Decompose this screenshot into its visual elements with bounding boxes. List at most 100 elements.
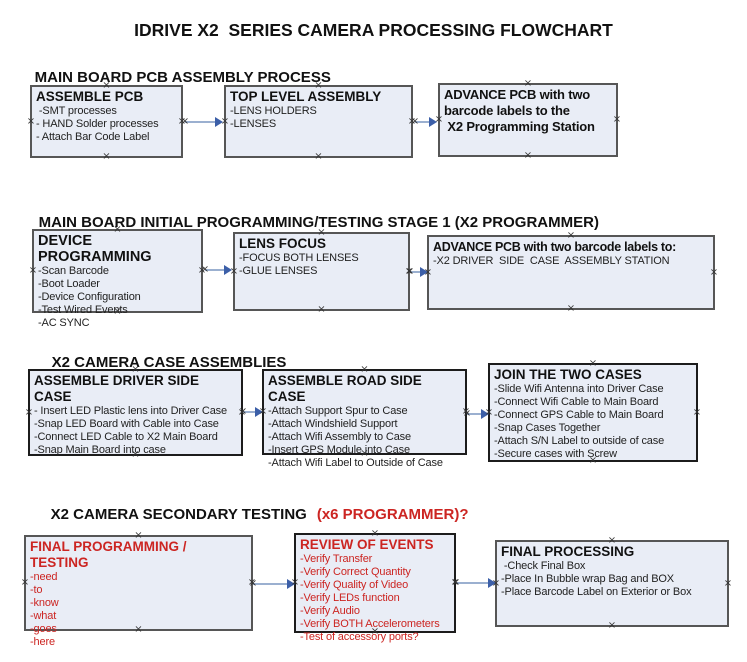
connection-point-icon: × [220, 115, 230, 127]
connection-point-icon: × [451, 577, 461, 588]
connection-point-icon: × [588, 358, 598, 369]
connection-point-icon: × [200, 264, 210, 275]
flow-box-device-programming[interactable]: DEVICE PROGRAMMING -Scan Barcode -Boot Lo… [29, 225, 207, 330]
section-heading-text: X2 CAMERA CASE ASSEMBLIES [51, 354, 287, 371]
box-line: -Attach Support Spur to Case [268, 405, 408, 417]
box-title: ASSEMBLE PCB [36, 89, 144, 104]
connection-point-icon: × [247, 577, 257, 588]
connection-point-icon: × [134, 530, 143, 541]
section-heading-red-text: (x6 PROGRAMMER)? [316, 506, 469, 523]
box-title: ASSEMBLE ROAD SIDE CASE [268, 373, 426, 404]
section-heading-case-assemblies: X2 CAMERA CASE ASSEMBLIES [35, 337, 287, 388]
box-title: JOIN THE TWO CASES [494, 367, 642, 382]
connection-point-icon: × [607, 620, 617, 631]
connection-point-icon: × [410, 116, 420, 127]
flow-box-lens-focus[interactable]: LENS FOCUS -FOCUS BOTH LENSES -GLUE LENSE… [229, 228, 413, 315]
connection-point-icon: × [229, 265, 239, 277]
section-heading-initial-programming: MAIN BOARD INITIAL PROGRAMMING/TESTING S… [22, 197, 599, 248]
connection-point-icon: × [24, 406, 34, 418]
flow-box-advance-pcb-driver-side-station[interactable]: ADVANCE PCB with two barcode labels to: … [424, 231, 718, 314]
box-line: -Scan Barcode [38, 265, 109, 277]
connection-point-icon: × [523, 150, 533, 161]
box-line: -know [30, 597, 59, 609]
box-line: -here [30, 636, 55, 648]
box-line: -Attach S/N Label to outside of case [494, 435, 665, 447]
connection-point-icon: × [113, 306, 122, 317]
box-line: -Verify LEDs function [300, 592, 400, 604]
connection-point-icon: × [131, 364, 140, 375]
flow-box-top-level-assembly[interactable]: TOP LEVEL ASSEMBLY -LENS HOLDERS -LENSES … [220, 81, 416, 162]
connector-arrow[interactable]: × [463, 408, 489, 420]
connector-arrow[interactable]: × [239, 406, 263, 418]
connection-point-icon: × [434, 114, 444, 125]
box-line: -Snap Main Board into case [34, 444, 166, 456]
flow-box-final-programming-testing[interactable]: FINAL PROGRAMMING / TESTING -need -to -kno… [20, 531, 257, 649]
box-line: -what [30, 610, 57, 622]
box-lines: -Slide Wifi Antenna into Driver Case -Con… [494, 383, 692, 461]
box-line: -Verify BOTH Accelerometers [300, 618, 440, 630]
connection-point-icon: × [566, 230, 576, 241]
connection-point-icon: × [131, 449, 140, 460]
connector-arrow[interactable]: × [201, 264, 232, 276]
connection-point-icon: × [20, 577, 30, 588]
connection-point-icon: × [248, 578, 258, 589]
arrow-head-icon [488, 578, 496, 588]
connection-point-icon: × [692, 406, 702, 418]
connection-point-icon: × [484, 406, 494, 418]
connection-point-icon: × [491, 577, 501, 589]
arrow-line [253, 583, 288, 585]
box-line: -Place In Bubble wrap Bag and BOX [501, 573, 674, 585]
connection-point-icon: × [102, 80, 111, 91]
flow-box-assemble-driver-side-case[interactable]: ASSEMBLE DRIVER SIDE CASE - Insert LED P… [24, 365, 247, 460]
arrow-line [410, 271, 421, 273]
connection-point-icon: × [462, 408, 472, 419]
box-line: -SMT processes [36, 105, 117, 117]
box-line: -Connect Wifi Cable to Main Board [494, 396, 659, 408]
arrow-head-icon [215, 117, 223, 127]
box-title: TOP LEVEL ASSEMBLY [230, 89, 382, 104]
connection-point-icon: × [102, 151, 111, 162]
box-line: -Verify Correct Quantity [300, 566, 411, 578]
connection-point-icon: × [177, 115, 187, 127]
box-title: ADVANCE PCB with two barcode labels to: [433, 240, 676, 254]
connector-arrow[interactable]: × [411, 116, 437, 128]
flow-box-advance-pcb-programming-station[interactable]: ADVANCE PCB with two barcode labels to t… [434, 79, 622, 161]
connection-point-icon: × [290, 577, 300, 588]
flow-box-final-processing[interactable]: FINAL PROCESSING -Check Final Box -Place … [491, 536, 732, 631]
connection-point-icon: × [588, 455, 598, 466]
box-line: -AC SYNC [38, 317, 90, 329]
box-line: -Attach Wifi Assembly to Case [268, 431, 411, 443]
section-heading-text: MAIN BOARD PCB ASSEMBLY PROCESS [34, 69, 331, 86]
connection-point-icon: × [360, 448, 369, 459]
connection-point-icon: × [197, 265, 207, 276]
page-title: IDRIVE X2 SERIES CAMERA PROCESSING FLOWC… [134, 20, 613, 40]
box-title: FINAL PROGRAMMING / TESTING [30, 539, 191, 570]
connection-point-icon: × [26, 115, 36, 127]
arrow-head-icon [429, 117, 437, 127]
connection-point-icon: × [180, 116, 190, 127]
connector-arrow[interactable]: × [452, 577, 496, 589]
box-title: REVIEW OF EVENTS [300, 537, 434, 552]
box-line: -LENS HOLDERS [230, 105, 317, 117]
box-line: -X2 DRIVER SIDE CASE ASSEMBLY STATION [433, 255, 670, 267]
connection-point-icon: × [134, 624, 143, 635]
connector-arrow[interactable]: × [406, 266, 428, 278]
connection-point-icon: × [612, 114, 622, 125]
flow-box-assemble-road-side-case[interactable]: ASSEMBLE ROAD SIDE CASE -Attach Support … [258, 365, 471, 470]
flow-box-assemble-pcb[interactable]: ASSEMBLE PCB -SMT processes - HAND Solder… [26, 81, 187, 162]
connector-arrow[interactable]: × [181, 116, 223, 128]
box-title: LENS FOCUS [239, 236, 327, 251]
box-line: -Test of accessory ports? [300, 631, 419, 643]
connection-point-icon: × [258, 406, 268, 417]
box-title: ADVANCE PCB with two barcode labels to t… [444, 87, 595, 134]
box-lines: -LENS HOLDERS -LENSES [230, 105, 407, 131]
box-line: -Boot Loader [38, 278, 100, 290]
flow-box-join-two-cases[interactable]: JOIN THE TWO CASES -Slide Wifi Antenna i… [484, 359, 702, 466]
connection-point-icon: × [461, 406, 471, 417]
box-line: -GLUE LENSES [239, 265, 318, 277]
box-line: -Place Barcode Label on Exterior or Box [501, 586, 692, 598]
flow-box-review-of-events[interactable]: REVIEW OF EVENTS -Verify Transfer -Verify… [290, 529, 459, 644]
connector-arrow[interactable]: × [249, 578, 295, 590]
connection-point-icon: × [237, 406, 247, 418]
